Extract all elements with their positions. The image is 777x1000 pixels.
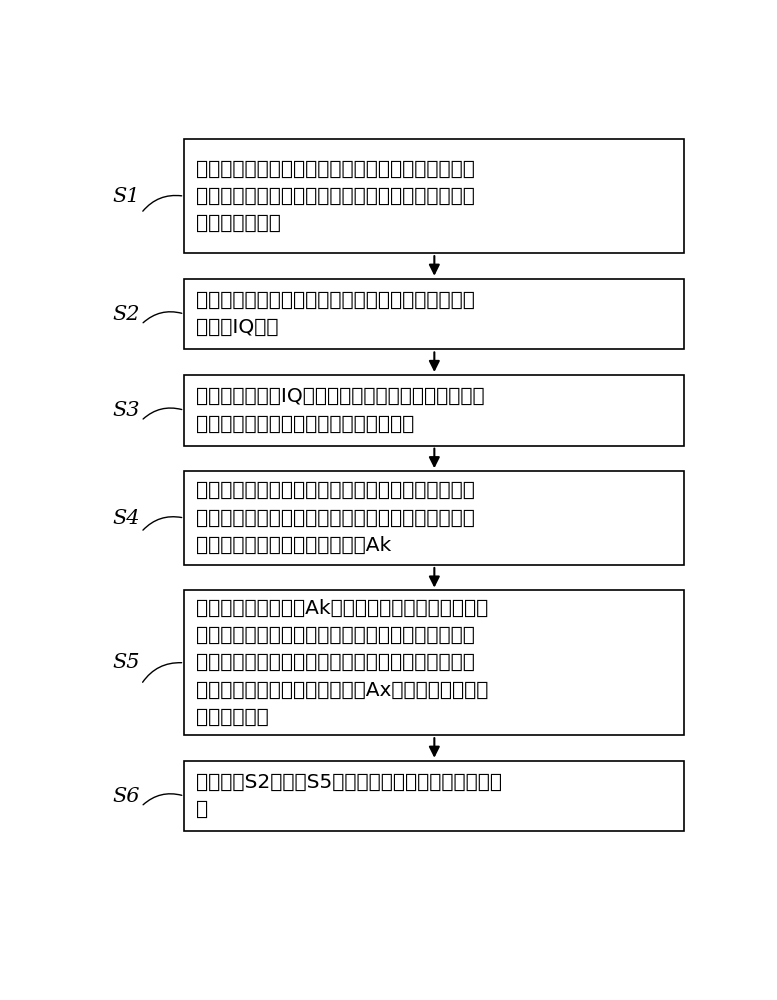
Bar — [184, 279, 685, 349]
Text: 根据入射角度索引值Ak确定二级相差向量样本库的取
值区间，将二级相差向量样本库该取值区间的相差向
量样本与当前子信道的相差向量进行相关计算，搜索
出当次计算最小: 根据入射角度索引值Ak确定二级相差向量样本库的取 值区间，将二级相差向量样本库该… — [197, 599, 489, 727]
Text: S6: S6 — [113, 787, 140, 806]
Text: 将一级相差向量样本库的相差向量样本与子信道的相
差向量进行相关计算，搜索出当次计算最小值并记录
当前子信道信号入射角度索引值Ak: 将一级相差向量样本库的相差向量样本与子信道的相 差向量进行相关计算，搜索出当次计… — [197, 481, 476, 555]
Text: 对多通道输入信号进行数字信道化处理，得到子信道
的基带IQ信号: 对多通道输入信号进行数字信道化处理，得到子信道 的基带IQ信号 — [197, 291, 476, 337]
Text: 重复步骤S2至步骤S5，得到多个子信道的信号入射角
度: 重复步骤S2至步骤S5，得到多个子信道的信号入射角 度 — [197, 773, 503, 819]
Bar — [184, 761, 685, 831]
Text: S1: S1 — [113, 187, 140, 206]
Bar — [184, 375, 685, 446]
Bar — [184, 590, 685, 735]
Bar — [184, 471, 685, 565]
Text: S4: S4 — [113, 509, 140, 528]
Text: 对所有子信道建立以一定角度间隔划分区间的一级相
差向量样本库和每一区间下再以一定角度间隔的二级
相差向量样本库: 对所有子信道建立以一定角度间隔划分区间的一级相 差向量样本库和每一区间下再以一定… — [197, 159, 476, 233]
Text: S5: S5 — [113, 653, 140, 672]
Bar — [184, 139, 685, 253]
Text: S3: S3 — [113, 401, 140, 420]
Text: 对子信道的基带IQ信号进行信道相差计算和信道能量
计算，得到子信道的相差向量和信号幅度: 对子信道的基带IQ信号进行信道相差计算和信道能量 计算，得到子信道的相差向量和信… — [197, 387, 485, 433]
Text: S2: S2 — [113, 305, 140, 324]
